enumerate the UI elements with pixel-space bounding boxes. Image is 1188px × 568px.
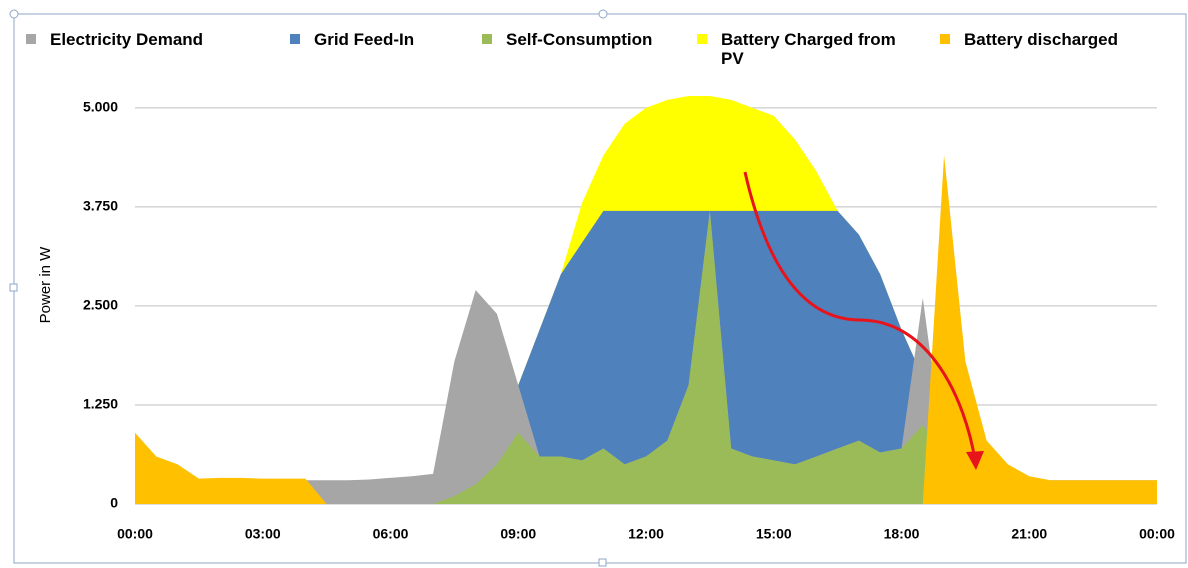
legend-label: Electricity Demand — [50, 30, 204, 49]
y-tick-label: 5.000 — [83, 99, 118, 115]
legend-item: Electricity Demand — [26, 30, 266, 49]
x-tick-label: 09:00 — [500, 526, 536, 542]
legend-item: Grid Feed-In — [290, 30, 470, 49]
legend-swatch — [482, 34, 492, 44]
legend-swatch — [940, 34, 950, 44]
area — [135, 155, 1157, 504]
legend-swatch — [697, 34, 707, 44]
y-tick-label: 1.250 — [83, 396, 118, 412]
annotation-arrow — [743, 171, 984, 470]
x-tick-label: 15:00 — [756, 526, 792, 542]
x-tick-label: 18:00 — [884, 526, 920, 542]
legend-label: Self-Consumption — [506, 30, 653, 49]
y-tick-label: 0 — [110, 495, 118, 511]
legend-item: Battery discharged — [940, 30, 1180, 49]
legend-label: Battery Charged from PV — [721, 30, 896, 68]
x-tick-label: 12:00 — [628, 526, 664, 542]
legend-label: Grid Feed-In — [314, 30, 415, 49]
x-tick-label: 00:00 — [1139, 526, 1175, 542]
x-tick-label: 06:00 — [373, 526, 409, 542]
legend-label: Battery discharged — [964, 30, 1118, 49]
y-tick-label: 2.500 — [83, 297, 118, 313]
x-tick-label: 21:00 — [1011, 526, 1047, 542]
legend-item: Self-Consumption — [482, 30, 682, 49]
x-tick-label: 00:00 — [117, 526, 153, 542]
legend-swatch — [26, 34, 36, 44]
legend-item: Battery Charged from PV — [697, 30, 917, 68]
y-axis-label: Power in W — [37, 246, 54, 324]
selection-frame — [9, 9, 1187, 567]
area — [135, 210, 1157, 504]
legend-swatch — [290, 34, 300, 44]
x-tick-label: 03:00 — [245, 526, 281, 542]
y-tick-label: 3.750 — [83, 198, 118, 214]
